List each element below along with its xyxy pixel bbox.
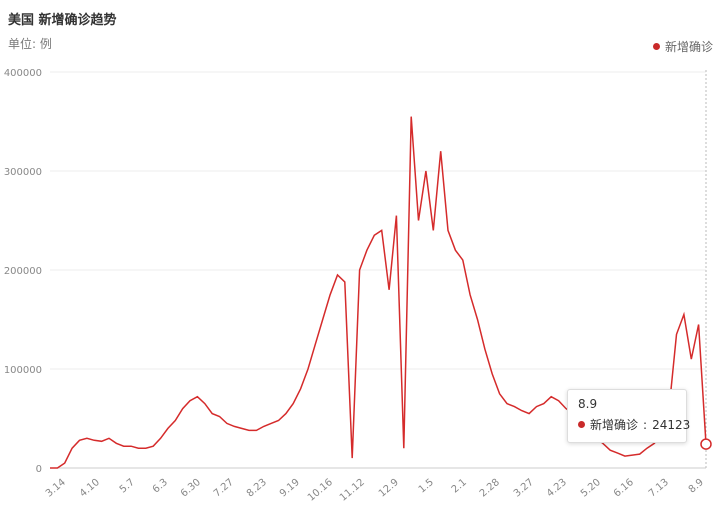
y-tick-label: 300000 — [4, 167, 42, 178]
legend-marker — [652, 43, 660, 50]
x-tick-label: 10.16 — [306, 477, 335, 504]
x-tick-label: 9.19 — [278, 477, 302, 500]
x-tick-label: 6.3 — [151, 477, 170, 496]
x-tick-label: 3.27 — [512, 477, 536, 500]
x-tick-label: 7.13 — [647, 477, 671, 500]
tooltip-row: 新增确诊: 24123 — [578, 416, 690, 433]
y-tick-label: 200000 — [4, 266, 42, 277]
x-tick-label: 7.27 — [212, 477, 236, 500]
tooltip-value: 24123 — [652, 417, 691, 432]
y-axis-ticks: 0 100000 200000 300000 400000 — [4, 68, 42, 475]
x-tick-label: 8.9 — [687, 477, 706, 496]
unit-label: 单位: 例 — [8, 37, 52, 51]
tooltip-label: 新增确诊 — [590, 418, 639, 432]
x-tick-label: 12.9 — [377, 477, 401, 500]
x-tick-label: 4.10 — [78, 477, 102, 500]
x-tick-label: 6.16 — [612, 477, 636, 500]
tooltip: 8.9 新增确诊: 24123 — [567, 389, 690, 443]
x-tick-label: 1.5 — [417, 477, 436, 496]
x-tick-label: 8.23 — [245, 477, 269, 500]
y-tick-label: 100000 — [4, 365, 42, 376]
x-tick-label: 5.20 — [579, 477, 603, 500]
chart-title: 美国 新增确诊趋势 — [8, 13, 117, 28]
x-tick-label: 11.12 — [338, 477, 367, 504]
tooltip-marker — [578, 421, 585, 428]
legend[interactable]: 新增确诊 — [652, 38, 713, 55]
y-tick-label: 0 — [36, 464, 42, 475]
hover-point[interactable] — [700, 438, 712, 450]
y-tick-label: 400000 — [4, 68, 42, 79]
x-tick-label: 2.28 — [478, 477, 502, 500]
x-tick-label: 3.14 — [44, 477, 68, 500]
x-tick-label: 2.1 — [450, 477, 469, 496]
x-axis-ticks: 3.14 4.10 5.7 6.3 6.30 7.27 8.23 9.19 10.16 11.12… — [44, 477, 706, 504]
x-tick-label: 6.30 — [179, 477, 203, 500]
legend-label: 新增确诊 — [664, 40, 713, 54]
x-tick-label: 4.23 — [545, 477, 569, 500]
tooltip-date: 8.9 — [578, 397, 598, 411]
x-tick-label: 5.7 — [118, 477, 137, 496]
gridlines — [50, 71, 706, 469]
